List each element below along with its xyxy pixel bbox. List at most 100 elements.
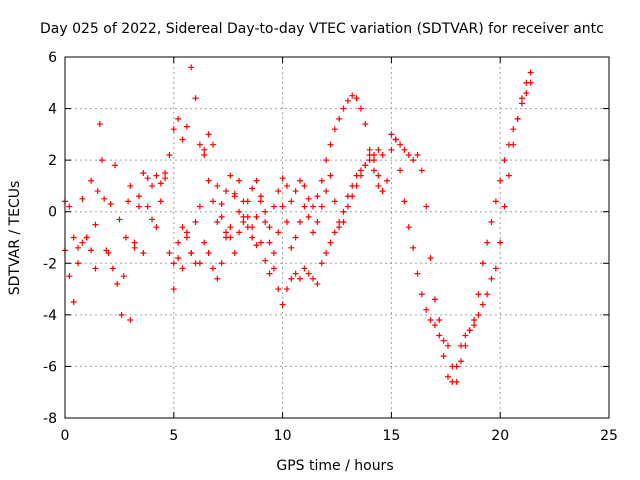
x-tick-label: 20 xyxy=(491,428,509,444)
data-point xyxy=(75,244,82,251)
data-point xyxy=(223,234,230,241)
data-point xyxy=(201,146,208,153)
data-point xyxy=(388,131,395,138)
data-point xyxy=(292,188,299,195)
data-point xyxy=(475,311,482,318)
data-point xyxy=(427,317,434,324)
data-point xyxy=(414,151,421,158)
data-point xyxy=(249,185,256,192)
data-point xyxy=(231,249,238,256)
data-point xyxy=(405,151,412,158)
data-point xyxy=(318,203,325,210)
data-point xyxy=(288,244,295,251)
data-point xyxy=(323,188,330,195)
data-point xyxy=(510,126,517,133)
data-point xyxy=(227,224,234,231)
data-point xyxy=(314,193,321,200)
data-point xyxy=(331,198,338,205)
data-point xyxy=(340,219,347,226)
series-track-2 xyxy=(62,121,386,324)
data-point xyxy=(131,239,138,246)
data-point xyxy=(114,280,121,287)
data-point xyxy=(125,198,132,205)
data-point xyxy=(331,126,338,133)
data-point xyxy=(88,247,95,254)
data-point xyxy=(118,311,125,318)
data-point xyxy=(262,208,269,215)
data-point xyxy=(162,175,169,182)
data-point xyxy=(157,198,164,205)
data-point xyxy=(318,260,325,267)
data-point xyxy=(458,358,465,365)
series-track-5 xyxy=(388,79,534,385)
data-point xyxy=(523,90,530,97)
x-tick-label: 25 xyxy=(600,428,618,444)
grid xyxy=(65,57,609,418)
data-point xyxy=(288,275,295,282)
data-point xyxy=(227,172,234,179)
data-point xyxy=(340,208,347,215)
data-point xyxy=(397,167,404,174)
data-point xyxy=(70,298,77,305)
data-point xyxy=(140,249,147,256)
data-point xyxy=(375,146,382,153)
y-tick-label: 2 xyxy=(48,153,57,169)
data-point xyxy=(253,242,260,249)
data-point xyxy=(175,239,182,246)
data-point xyxy=(327,141,334,148)
data-point xyxy=(127,317,134,324)
data-point xyxy=(196,141,203,148)
data-point xyxy=(431,296,438,303)
data-point xyxy=(318,177,325,184)
data-point xyxy=(518,100,525,107)
data-point xyxy=(344,97,351,104)
data-point xyxy=(236,229,243,236)
data-point xyxy=(83,234,90,241)
data-point xyxy=(231,193,238,200)
data-point xyxy=(497,177,504,184)
data-point xyxy=(431,322,438,329)
data-point xyxy=(266,270,273,277)
data-point xyxy=(122,234,129,241)
data-point xyxy=(305,213,312,220)
data-point xyxy=(262,257,269,264)
data-point xyxy=(362,121,369,128)
data-point xyxy=(275,229,282,236)
data-point xyxy=(283,219,290,226)
data-point xyxy=(149,182,156,189)
y-tick-label: -8 xyxy=(43,411,57,427)
data-point xyxy=(88,177,95,184)
data-point xyxy=(401,198,408,205)
data-point xyxy=(340,105,347,112)
data-point xyxy=(362,162,369,169)
data-point xyxy=(253,213,260,220)
data-point xyxy=(109,265,116,272)
data-point xyxy=(240,219,247,226)
data-points xyxy=(62,64,534,385)
data-point xyxy=(249,234,256,241)
data-point xyxy=(196,260,203,267)
data-point xyxy=(205,131,212,138)
data-point xyxy=(357,167,364,174)
data-point xyxy=(183,123,190,130)
data-point xyxy=(94,188,101,195)
data-point xyxy=(297,275,304,282)
data-point xyxy=(310,229,317,236)
data-point xyxy=(336,224,343,231)
data-point xyxy=(201,151,208,158)
data-point xyxy=(384,177,391,184)
data-point xyxy=(112,162,119,169)
data-point xyxy=(218,213,225,220)
data-point xyxy=(484,239,491,246)
data-point xyxy=(327,239,334,246)
data-point xyxy=(166,151,173,158)
data-point xyxy=(183,229,190,236)
data-point xyxy=(270,203,277,210)
data-point xyxy=(514,115,521,122)
data-point xyxy=(471,317,478,324)
data-point xyxy=(449,378,456,385)
x-tick-label: 0 xyxy=(61,428,70,444)
data-point xyxy=(179,136,186,143)
data-point xyxy=(353,182,360,189)
